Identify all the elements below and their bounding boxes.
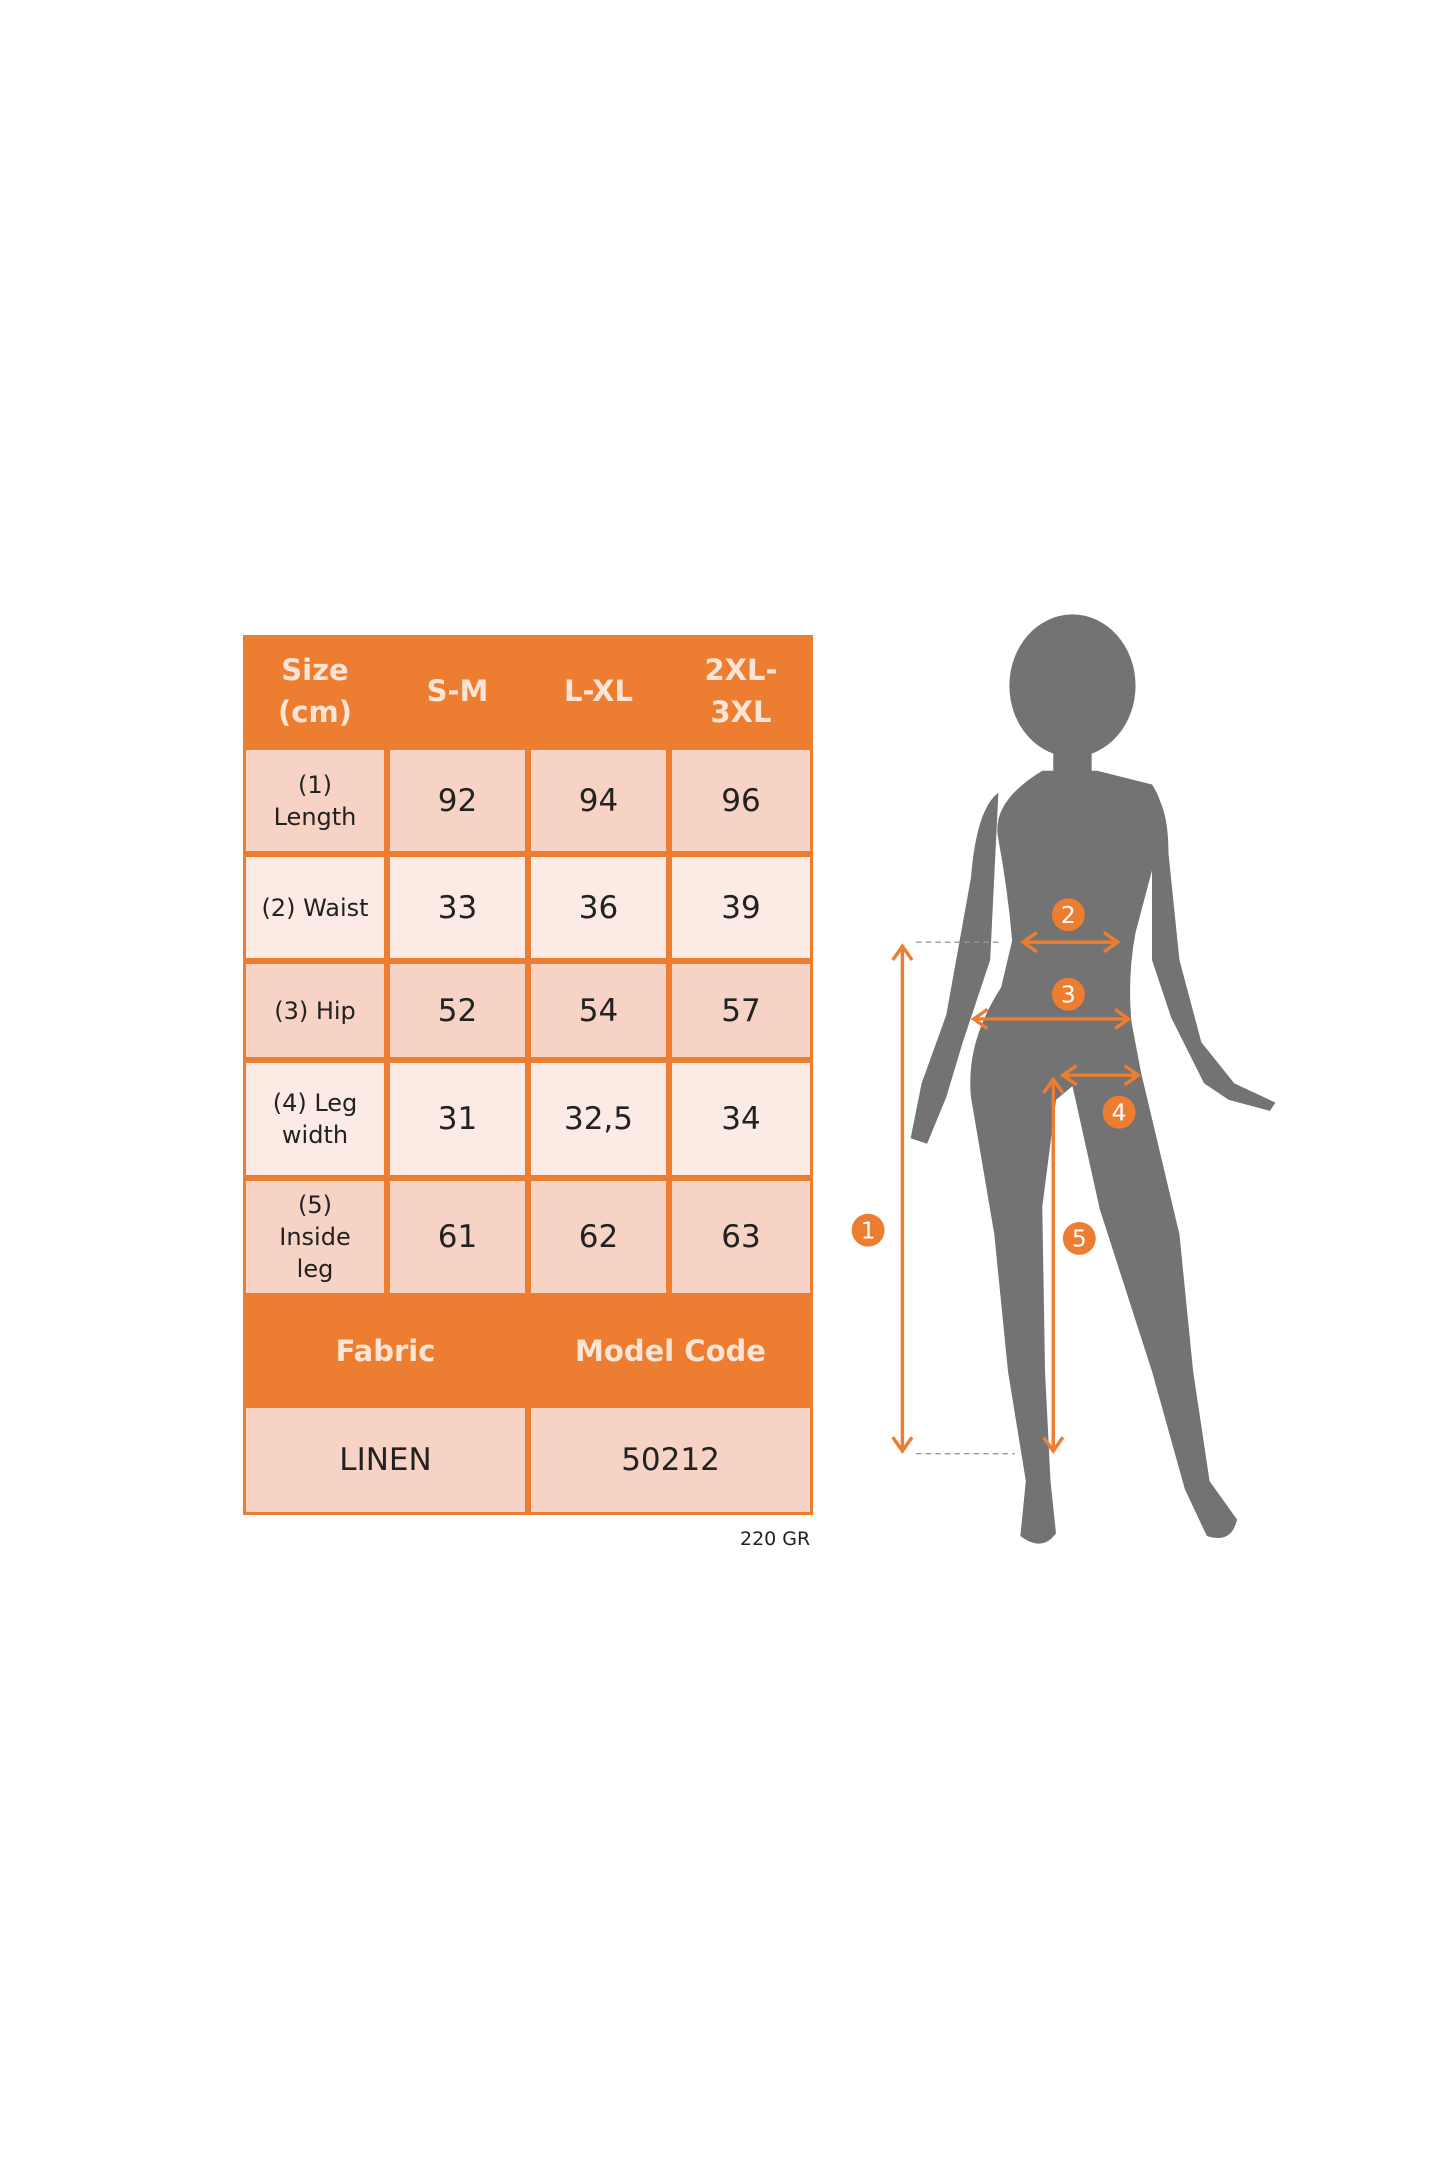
table-cell: 62 (531, 1181, 666, 1293)
row-label: (4) Leg width (246, 1063, 384, 1175)
header-cell: Size (cm) (278, 653, 352, 729)
table-cell: 92 (390, 750, 525, 851)
svg-text:5: 5 (1072, 1226, 1087, 1253)
svg-text:3: 3 (1061, 982, 1076, 1009)
woman-silhouette (910, 614, 1276, 1544)
header-cell: S-M (426, 674, 489, 708)
table-cell: 57 (672, 964, 810, 1057)
model-code-value: 50212 (531, 1408, 810, 1512)
table-cell: 61 (390, 1181, 525, 1293)
row-label: (1) Length (246, 750, 384, 851)
table-cell: 32,5 (531, 1063, 666, 1175)
marker-4: 4 (1102, 1095, 1136, 1129)
row-label: (2) Waist (246, 857, 384, 958)
svg-text:4: 4 (1112, 1099, 1127, 1126)
model-code-header: Model Code (575, 1333, 766, 1368)
fabric-header: Fabric (335, 1333, 436, 1368)
row-label: (5) Inside leg (246, 1181, 384, 1293)
table-cell: 39 (672, 857, 810, 958)
table-cell: 34 (672, 1063, 810, 1175)
table-cell: 63 (672, 1181, 810, 1293)
svg-text:1: 1 (861, 1217, 876, 1244)
table-cell: 31 (390, 1063, 525, 1175)
table-cell: 52 (390, 964, 525, 1057)
weight-note: 220 GR (740, 1528, 811, 1550)
table-cell: 94 (531, 750, 666, 851)
fabric-value: LINEN (246, 1408, 525, 1512)
marker-2: 2 (1051, 898, 1085, 932)
table-cell: 54 (531, 964, 666, 1057)
size-chart-table: Size (cm) S-M L-XL 2XL- 3XL (1) Length 92 94 96… (243, 635, 813, 1515)
svg-text:2: 2 (1061, 902, 1076, 929)
table-cell: 33 (390, 857, 525, 958)
marker-1: 1 (851, 1213, 885, 1247)
table-cell: 36 (531, 857, 666, 958)
table-cell: 96 (672, 750, 810, 851)
marker-5: 5 (1062, 1221, 1096, 1255)
header-cell: 2XL- 3XL (704, 653, 778, 729)
marker-3: 3 (1051, 977, 1085, 1011)
measurement-arrows (891, 931, 1142, 1455)
row-label: (3) Hip (246, 964, 384, 1057)
header-cell: L-XL (564, 674, 633, 708)
